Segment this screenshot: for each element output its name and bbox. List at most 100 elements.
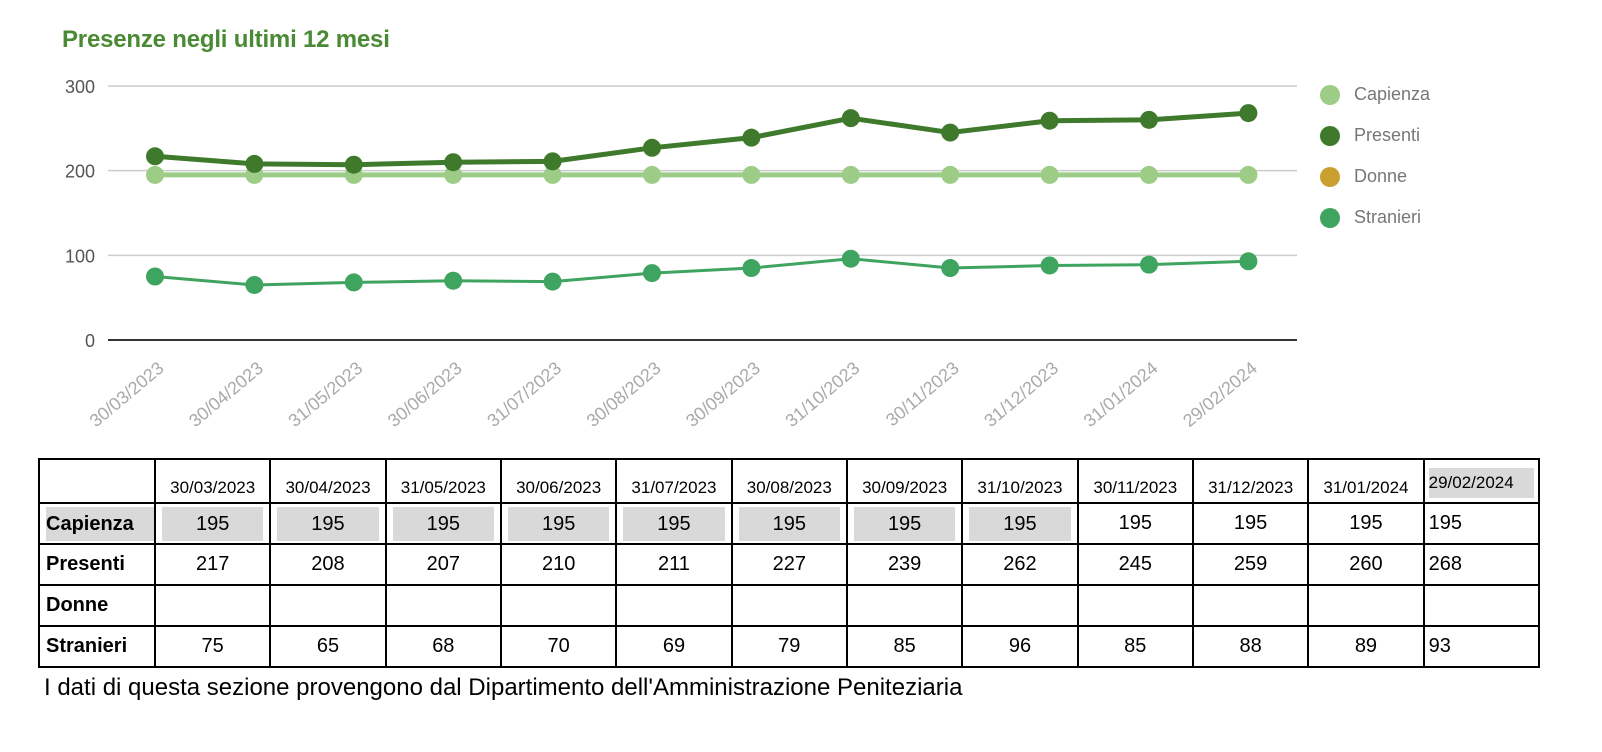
source-note: I dati di questa sezione provengono dal … <box>44 674 963 701</box>
data-point-stranieri <box>146 267 164 286</box>
table-cell: 96 <box>961 625 1079 668</box>
data-point-stranieri <box>1140 255 1158 274</box>
data-point-stranieri <box>543 272 562 291</box>
table-cell <box>615 584 733 627</box>
table-row-stranieri: Stranieri 75 65 68 70 69 79 85 96 85 88 89 93 <box>38 625 1541 668</box>
table-cell: 195 <box>961 502 1079 545</box>
data-point-presenti <box>941 123 960 142</box>
x-tick-label: 30/11/2023 <box>882 358 963 430</box>
x-tick-label: 31/07/2023 <box>483 358 565 431</box>
table-cell <box>153 584 272 627</box>
table-cell <box>845 584 964 627</box>
table-cell: 259 <box>1191 543 1310 586</box>
y-tick-label: 200 <box>65 162 95 182</box>
data-point-stranieri <box>1239 252 1258 271</box>
table-cell <box>499 584 618 627</box>
table-header-row: 30/03/2023 30/04/2023 31/05/2023 30/06/2023… <box>38 458 1541 504</box>
table-cell <box>1422 584 1541 627</box>
data-point-presenti <box>1140 110 1158 129</box>
legend-marker <box>1320 166 1340 187</box>
legend-marker <box>1320 207 1340 228</box>
legend-item-donne: Donne <box>1320 156 1430 197</box>
table-cell: 85 <box>845 625 964 668</box>
data-point-capienza <box>543 165 562 184</box>
table-cell: 207 <box>384 543 502 586</box>
table-cell: 195 <box>1307 502 1425 545</box>
data-point-stranieri <box>841 249 860 268</box>
table-date-header: 31/01/2024 <box>1307 458 1425 504</box>
table-date-header: 31/12/2023 <box>1191 458 1310 504</box>
data-table: 30/03/2023 30/04/2023 31/05/2023 30/06/2023… <box>38 458 1541 668</box>
legend-marker <box>1320 125 1340 146</box>
y-tick-label: 300 <box>65 77 95 97</box>
table-cell: 227 <box>730 543 848 586</box>
y-tick-label: 0 <box>85 331 95 351</box>
y-tick-label: 100 <box>65 246 95 266</box>
table-corner-cell <box>38 458 156 504</box>
data-point-capienza <box>643 165 661 184</box>
data-point-stranieri <box>742 259 761 278</box>
x-tick-label: 30/03/2023 <box>86 358 168 431</box>
table-cell: 93 <box>1422 625 1541 668</box>
table-cell: 210 <box>499 543 618 586</box>
data-point-capienza <box>941 165 960 184</box>
table-cell: 195 <box>499 502 618 545</box>
data-point-presenti <box>643 138 661 157</box>
table-cell: 195 <box>384 502 502 545</box>
data-point-capienza <box>444 165 463 184</box>
x-tick-label: 30/08/2023 <box>583 358 665 431</box>
chart-legend: Capienza Presenti Donne Stranieri <box>1320 74 1430 238</box>
table-cell: 195 <box>845 502 964 545</box>
table-date-header: 30/03/2023 <box>153 458 272 504</box>
table-cell <box>730 584 848 627</box>
table-cell: 88 <box>1191 625 1310 668</box>
table-cell: 195 <box>615 502 733 545</box>
table-row-header: Presenti <box>38 543 156 586</box>
x-tick-label: 30/09/2023 <box>682 358 764 431</box>
line-chart: 0 100 200 300 30/03/2023 30/04/2023 31/05/2023… <box>65 77 1297 431</box>
legend-label: Stranieri <box>1354 207 1422 227</box>
x-tick-label: 31/10/2023 <box>781 358 863 431</box>
table-cell: 195 <box>730 502 848 545</box>
data-point-presenti <box>444 153 463 172</box>
table-cell: 211 <box>615 543 733 586</box>
table-cell: 75 <box>153 625 272 668</box>
table-cell: 70 <box>499 625 618 668</box>
table-cell: 195 <box>269 502 387 545</box>
data-point-stranieri <box>444 271 463 290</box>
data-point-presenti <box>841 109 860 128</box>
x-tick-label: 31/12/2023 <box>980 358 1062 431</box>
x-tick-label: 31/05/2023 <box>284 358 366 431</box>
x-tick-label: 29/02/2024 <box>1179 358 1261 431</box>
table-cell: 239 <box>845 543 964 586</box>
table-cell: 195 <box>1076 502 1194 545</box>
table-row-capienza: Capienza 195 195 195 195 195 195 195 195 195 195 19… <box>38 502 1541 545</box>
table-row-header: Donne <box>38 584 156 627</box>
table-cell: 195 <box>1191 502 1310 545</box>
data-point-stranieri <box>1040 256 1059 275</box>
data-point-stranieri <box>643 264 661 283</box>
table-date-header: 30/04/2023 <box>269 458 387 504</box>
data-point-presenti <box>245 154 264 173</box>
data-point-stranieri <box>245 275 264 294</box>
table-cell: 68 <box>384 625 502 668</box>
table-cell <box>1076 584 1194 627</box>
table-row-header: Stranieri <box>38 625 156 668</box>
data-point-stranieri <box>941 259 960 278</box>
table-date-header: 31/05/2023 <box>384 458 502 504</box>
table-cell: 69 <box>615 625 733 668</box>
data-point-capienza <box>841 165 860 184</box>
table-cell: 268 <box>1422 543 1541 586</box>
table-cell <box>1307 584 1425 627</box>
table-cell: 65 <box>269 625 387 668</box>
series-line-stranieri <box>154 257 1249 287</box>
x-tick-label: 30/04/2023 <box>185 358 267 431</box>
data-point-presenti <box>1040 111 1059 130</box>
table-cell <box>269 584 387 627</box>
data-point-presenti <box>543 152 562 171</box>
legend-item-presenti: Presenti <box>1320 115 1430 156</box>
data-point-stranieri <box>344 273 363 292</box>
table-date-header: 31/07/2023 <box>615 458 733 504</box>
table-date-header: 31/10/2023 <box>961 458 1079 504</box>
chart-title: Presenze negli ultimi 12 mesi <box>62 26 390 53</box>
